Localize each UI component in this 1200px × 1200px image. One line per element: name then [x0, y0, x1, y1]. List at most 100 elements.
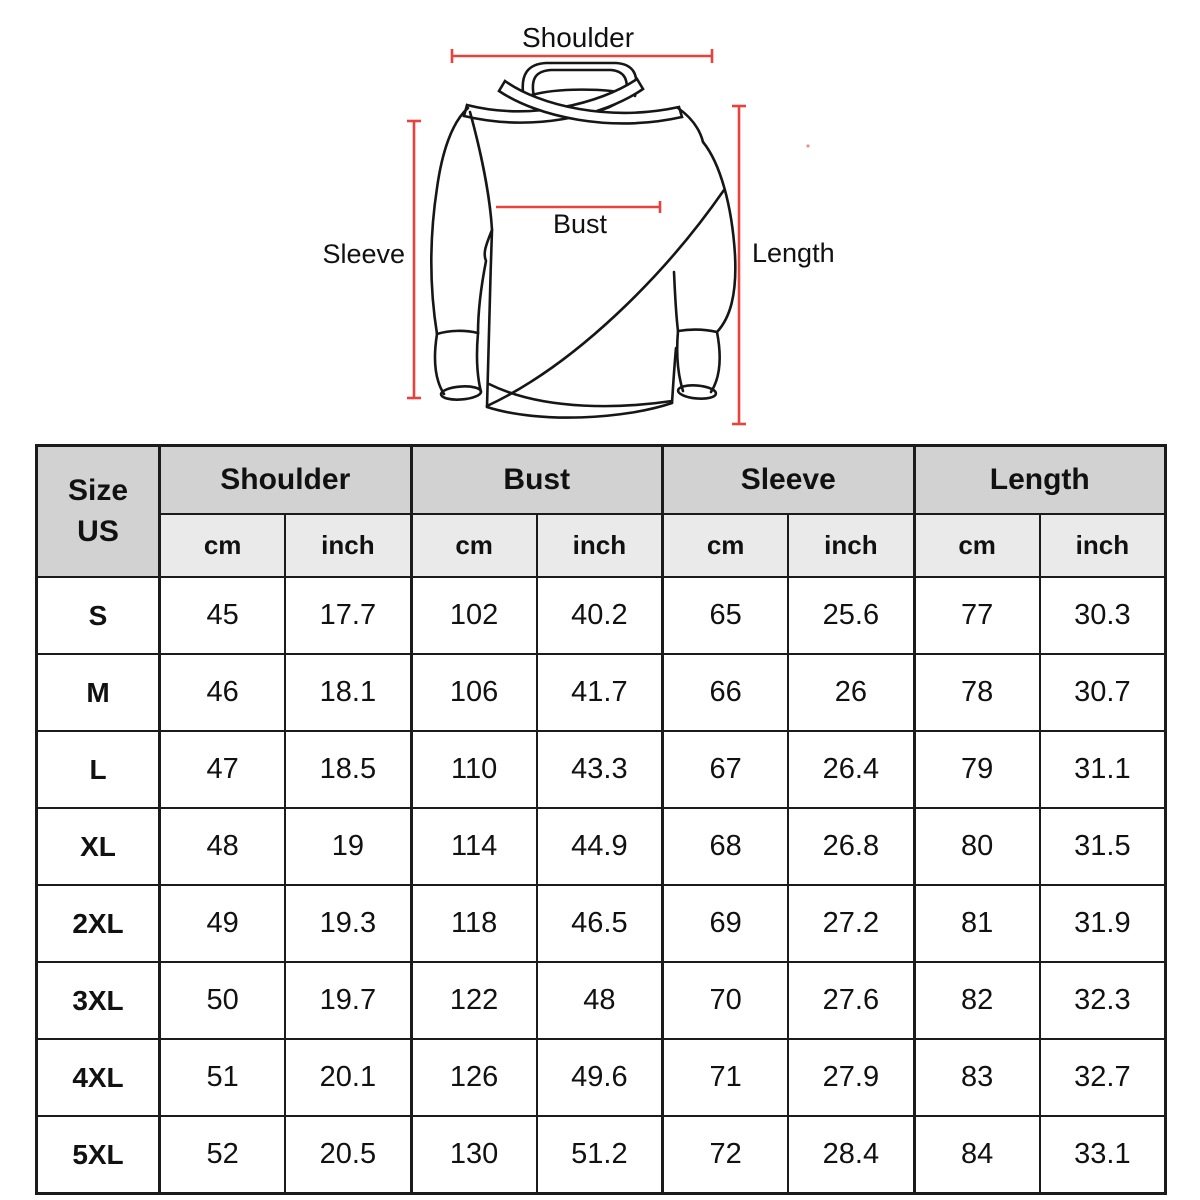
size-cell: S: [35, 576, 161, 655]
table-unit-row: cm inch cm inch cm inch cm inch: [37, 513, 1167, 578]
value-cell: 19.3: [284, 884, 412, 963]
value-cell: 30.7: [1038, 653, 1167, 732]
value-cell: 83: [912, 1038, 1041, 1117]
table-row: XL 48 19 114 44.9 68 26.8 80 31.5: [35, 807, 1167, 886]
value-cell: 69: [661, 884, 790, 963]
unit-header: inch: [787, 513, 915, 578]
value-cell: 32.3: [1038, 961, 1167, 1040]
value-cell: 126: [409, 1038, 538, 1117]
size-cell: 5XL: [35, 1115, 161, 1195]
unit-header: inch: [284, 513, 412, 578]
value-cell: 28.4: [787, 1115, 915, 1195]
value-cell: 31.1: [1038, 730, 1167, 809]
unit-header: cm: [158, 513, 287, 578]
value-cell: 31.5: [1038, 807, 1167, 886]
shoulder-measure-line: [450, 49, 714, 63]
table-row: S 45 17.7 102 40.2 65 25.6 77 30.3: [35, 576, 1167, 655]
value-cell: 46.5: [535, 884, 664, 963]
value-cell: 27.2: [787, 884, 915, 963]
length-measure-line: [732, 104, 746, 426]
size-cell: 4XL: [35, 1038, 161, 1117]
value-cell: 67: [661, 730, 790, 809]
value-cell: 27.6: [787, 961, 915, 1040]
bust-measure-line: [496, 201, 662, 213]
unit-header: cm: [409, 513, 538, 578]
size-cell: L: [35, 730, 161, 809]
size-header-line1: Size: [67, 474, 129, 507]
table-row: 2XL 49 19.3 118 46.5 69 27.2 81 31.9: [35, 884, 1167, 963]
length-group-header: Length: [912, 444, 1167, 515]
unit-header: inch: [535, 513, 664, 578]
value-cell: 65: [661, 576, 790, 655]
sleeve-measure-line: [407, 119, 421, 400]
value-cell: 66: [661, 653, 790, 732]
value-cell: 41.7: [535, 653, 664, 732]
value-cell: 71: [661, 1038, 790, 1117]
value-cell: 122: [409, 961, 538, 1040]
value-cell: 19: [284, 807, 412, 886]
value-cell: 48: [535, 961, 664, 1040]
shoulder-label: Shoulder: [522, 22, 634, 53]
value-cell: 25.6: [787, 576, 915, 655]
value-cell: 45: [158, 576, 287, 655]
table-row: 4XL 51 20.1 126 49.6 71 27.9 83 32.7: [35, 1038, 1167, 1117]
bust-group-header: Bust: [409, 444, 664, 515]
value-cell: 33.1: [1038, 1115, 1167, 1195]
value-cell: 52: [158, 1115, 287, 1195]
size-table: Size US Shoulder Bust Sleeve Length cm i…: [35, 444, 1167, 1195]
table-header-row: Size US Shoulder Bust Sleeve Length: [35, 444, 1167, 578]
value-cell: 114: [409, 807, 538, 886]
size-header-line2: US: [77, 514, 119, 548]
value-cell: 31.9: [1038, 884, 1167, 963]
length-label: Length: [752, 238, 835, 268]
sleeve-group-header: Sleeve: [661, 444, 915, 515]
value-cell: 32.7: [1038, 1038, 1167, 1117]
shoulder-group-header: Shoulder: [158, 444, 412, 515]
value-cell: 72: [661, 1115, 790, 1195]
unit-header: cm: [661, 513, 790, 578]
value-cell: 50: [158, 961, 287, 1040]
bust-label: Bust: [553, 209, 608, 239]
value-cell: 102: [409, 576, 538, 655]
size-cell: XL: [35, 807, 161, 886]
table-row: 5XL 52 20.5 130 51.2 72 28.4 84 33.1: [35, 1115, 1167, 1195]
value-cell: 51.2: [535, 1115, 664, 1195]
value-cell: 19.7: [284, 961, 412, 1040]
size-cell: M: [35, 653, 161, 732]
value-cell: 78: [912, 653, 1041, 732]
value-cell: 77: [912, 576, 1041, 655]
hoodie-measurement-diagram: Shoulder Sleeve Bust Length: [322, 22, 835, 426]
table-row: 3XL 50 19.7 122 48 70 27.6 82 32.3: [35, 961, 1167, 1040]
table-row: M 46 18.1 106 41.7 66 26 78 30.7: [35, 653, 1167, 732]
table-row: L 47 18.5 110 43.3 67 26.4 79 31.1: [35, 730, 1167, 809]
value-cell: 17.7: [284, 576, 412, 655]
value-cell: 110: [409, 730, 538, 809]
value-cell: 106: [409, 653, 538, 732]
value-cell: 47: [158, 730, 287, 809]
hoodie-outline-icon: [430, 61, 737, 419]
value-cell: 130: [409, 1115, 538, 1195]
size-cell: 3XL: [35, 961, 161, 1040]
stray-dot: [806, 144, 810, 148]
value-cell: 49: [158, 884, 287, 963]
value-cell: 81: [912, 884, 1041, 963]
value-cell: 30.3: [1038, 576, 1167, 655]
sleeve-label: Sleeve: [322, 239, 405, 269]
value-cell: 70: [661, 961, 790, 1040]
value-cell: 18.5: [284, 730, 412, 809]
unit-header: cm: [912, 513, 1041, 578]
value-cell: 43.3: [535, 730, 664, 809]
value-cell: 118: [409, 884, 538, 963]
value-cell: 68: [661, 807, 790, 886]
value-cell: 20.1: [284, 1038, 412, 1117]
value-cell: 20.5: [284, 1115, 412, 1195]
value-cell: 51: [158, 1038, 287, 1117]
value-cell: 26: [787, 653, 915, 732]
value-cell: 49.6: [535, 1038, 664, 1117]
value-cell: 79: [912, 730, 1041, 809]
value-cell: 80: [912, 807, 1041, 886]
value-cell: 18.1: [284, 653, 412, 732]
size-us-header: Size US: [35, 444, 161, 578]
value-cell: 27.9: [787, 1038, 915, 1117]
